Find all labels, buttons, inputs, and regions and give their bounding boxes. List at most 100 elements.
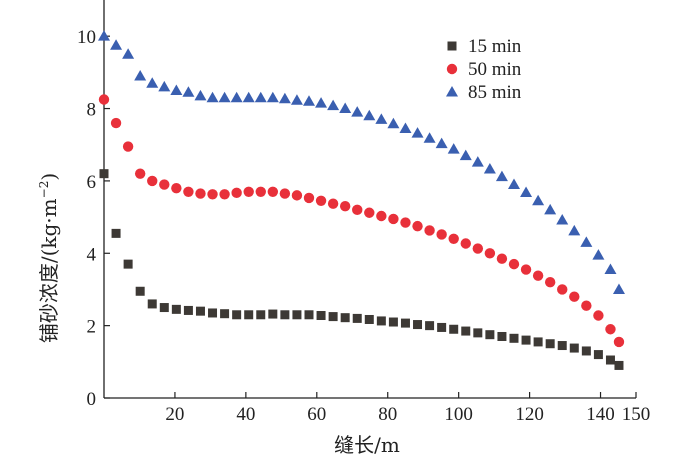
data-point (593, 350, 603, 360)
legend-label: 85 min (468, 82, 522, 103)
data-point (364, 314, 374, 324)
x-tick-label: 100 (444, 404, 473, 425)
data-point (244, 310, 254, 320)
data-point (170, 84, 183, 95)
data-point (134, 168, 146, 179)
data-point (267, 186, 279, 197)
y-tick-label: 0 (87, 389, 97, 410)
data-point (327, 99, 340, 111)
y-axis-label-superscript: −2 (37, 181, 51, 199)
y-tick-label: 2 (87, 317, 97, 338)
data-point (279, 188, 291, 199)
data-point (352, 204, 363, 216)
data-point (473, 328, 483, 338)
data-point (122, 48, 135, 59)
data-point (194, 89, 207, 101)
data-point (424, 225, 435, 236)
data-point (158, 80, 171, 92)
y-axis-label-main: 铺砂浓度/(kg·m (37, 198, 61, 343)
data-point (614, 360, 624, 370)
data-point (171, 304, 181, 314)
y-tick-label: 4 (87, 244, 97, 265)
data-point (557, 284, 568, 295)
data-point (508, 258, 520, 270)
x-tick-label: 150 (622, 404, 651, 425)
data-point (278, 92, 291, 104)
data-point (182, 86, 195, 97)
data-point (303, 192, 315, 204)
x-tick-label: 120 (515, 404, 544, 425)
y-tick-label: 6 (87, 172, 97, 193)
data-point (447, 143, 460, 154)
data-point (147, 299, 157, 309)
data-point (171, 182, 182, 194)
series-triangle (98, 30, 625, 294)
data-point (364, 207, 375, 218)
data-point (423, 132, 436, 143)
data-point (471, 156, 484, 167)
data-point (593, 310, 604, 321)
y-axis-label: 铺砂浓度/(kg·m−2) (37, 173, 61, 343)
data-point (183, 186, 194, 197)
data-point (437, 322, 447, 332)
data-point (146, 77, 159, 88)
data-point (280, 310, 290, 320)
data-point (520, 186, 533, 197)
data-point (302, 95, 315, 106)
data-point (254, 91, 267, 103)
data-point (159, 179, 170, 190)
data-point (268, 309, 278, 319)
data-point (459, 149, 472, 161)
data-point (495, 170, 508, 182)
data-point (339, 102, 352, 114)
data-point (376, 316, 386, 326)
data-point (242, 91, 255, 103)
data-point (266, 91, 279, 103)
data-point (195, 306, 205, 316)
series-square (99, 169, 624, 370)
data-point (388, 317, 398, 327)
data-point (339, 201, 351, 212)
data-point (111, 228, 121, 238)
data-point (581, 346, 591, 356)
data-point (532, 194, 545, 206)
data-point (208, 308, 218, 318)
data-point (484, 248, 496, 259)
legend-marker (446, 63, 458, 75)
data-point (604, 263, 617, 275)
data-point (218, 91, 231, 103)
data-point (292, 310, 302, 320)
data-point (569, 291, 580, 302)
data-point (411, 127, 424, 138)
data-point (449, 324, 459, 334)
data-point (605, 355, 615, 365)
x-tick-label: 20 (165, 404, 184, 425)
data-point (496, 253, 508, 264)
data-point (256, 310, 266, 320)
data-point (231, 187, 242, 199)
data-point (507, 178, 520, 190)
data-point (483, 162, 496, 174)
y-tick-label: 10 (77, 27, 96, 48)
data-point (472, 243, 484, 254)
data-point (110, 117, 122, 129)
data-point (290, 94, 303, 105)
y-tick-label: 8 (87, 100, 97, 121)
data-point (328, 312, 338, 322)
x-tick-label: 40 (236, 404, 255, 425)
data-point (219, 189, 230, 200)
data-point (291, 190, 303, 201)
data-point (461, 326, 471, 336)
data-point (533, 337, 543, 347)
data-point (363, 109, 376, 121)
data-point (412, 220, 423, 232)
data-point (436, 229, 447, 240)
data-point (592, 249, 605, 260)
data-point (147, 175, 158, 187)
data-point (485, 330, 495, 340)
data-point (435, 137, 448, 149)
data-point (581, 300, 592, 311)
legend-label: 15 min (468, 36, 522, 57)
data-point (497, 331, 507, 341)
